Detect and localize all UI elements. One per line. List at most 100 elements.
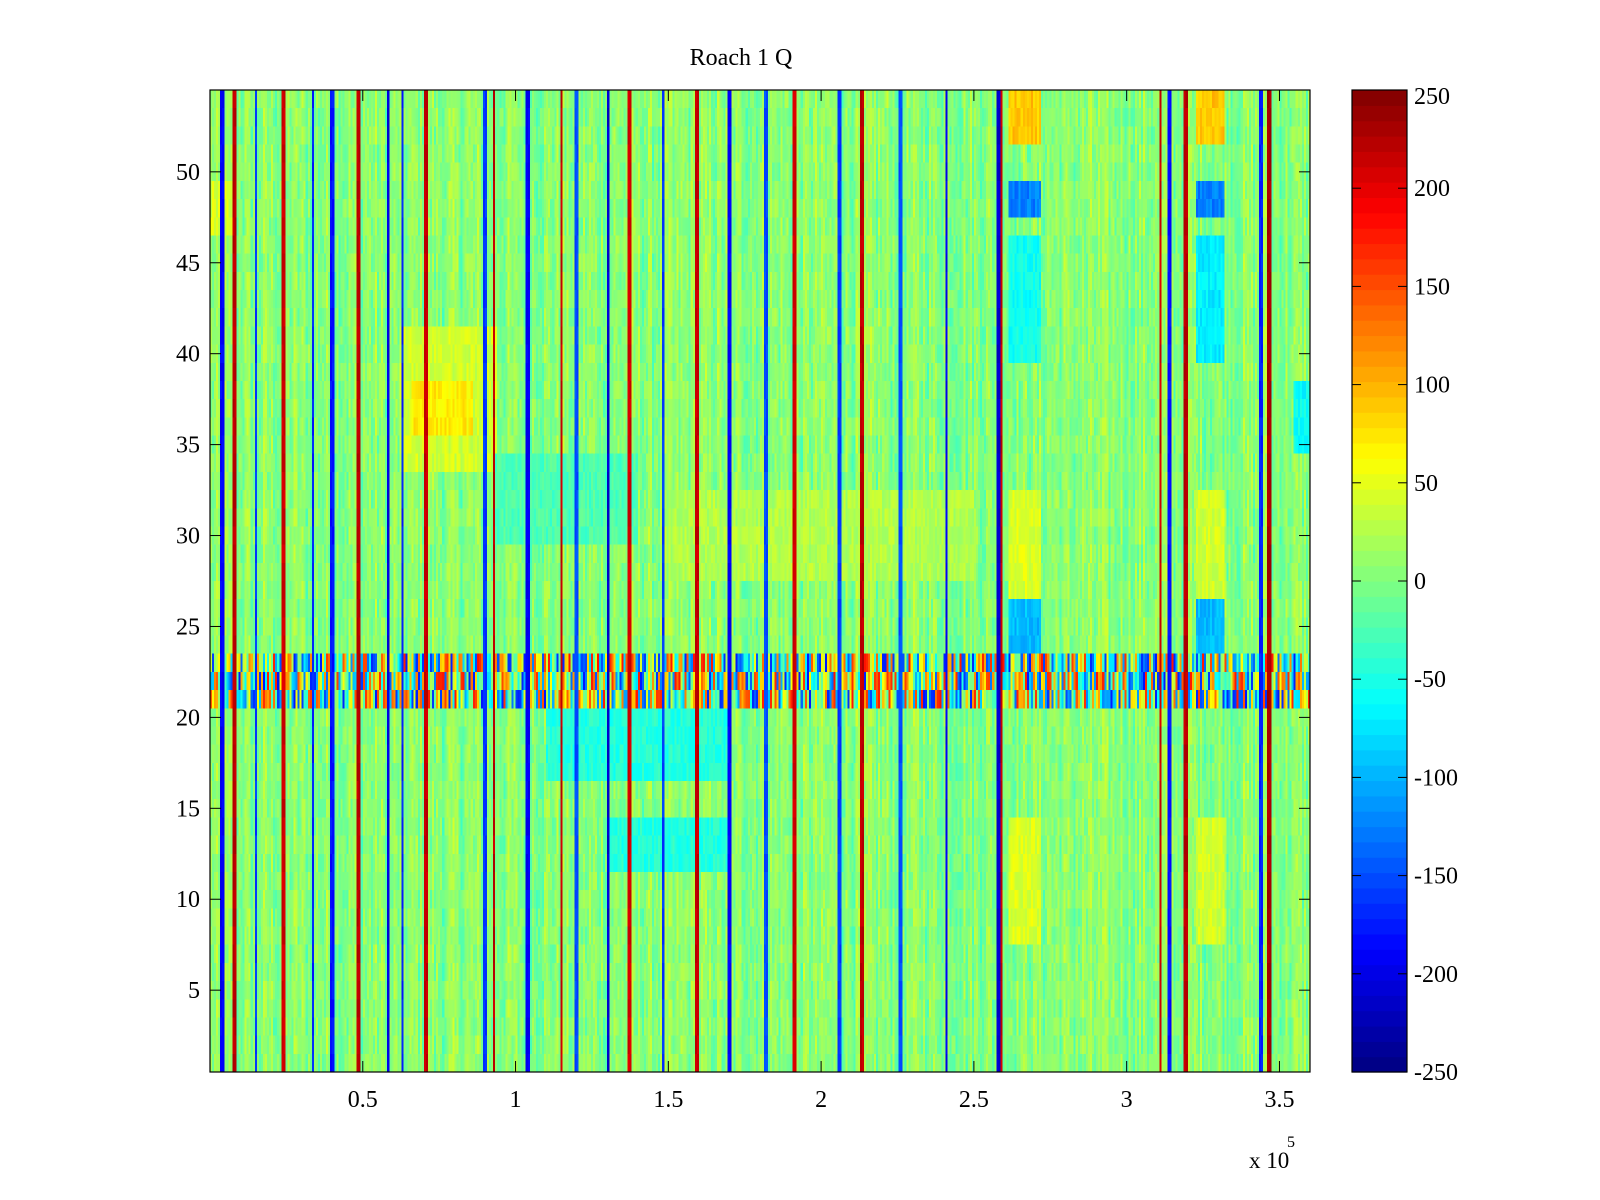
colorbar-step	[1352, 442, 1407, 459]
colorbar-tick-label: 100	[1414, 373, 1450, 399]
colorbar-tick-label: 250	[1414, 84, 1450, 110]
colorbar-step	[1352, 258, 1407, 275]
colorbar-step	[1352, 197, 1407, 214]
colorbar-step	[1352, 979, 1407, 996]
y-tick-label: 35	[176, 433, 200, 459]
colorbar-step	[1352, 90, 1407, 106]
colorbar-step	[1352, 243, 1407, 260]
colorbar-step	[1352, 1025, 1407, 1042]
colorbar-step	[1352, 688, 1407, 705]
colorbar-step	[1352, 933, 1407, 950]
x-tick-label: 3.5	[1264, 1087, 1294, 1113]
colorbar-step	[1352, 749, 1407, 766]
y-tick-label: 30	[176, 524, 200, 550]
colorbar-step	[1352, 795, 1407, 812]
x-axis: 0.5 1 1.5 2 2.5 3 3.5	[348, 90, 1294, 1113]
y-tick-label: 5	[188, 978, 200, 1004]
colorbar-step	[1352, 765, 1407, 782]
colorbar-step	[1352, 673, 1407, 690]
colorbar-step	[1352, 918, 1407, 935]
colorbar-step	[1352, 105, 1407, 122]
colorbar-step	[1352, 458, 1407, 475]
colorbar-step	[1352, 534, 1407, 551]
colorbar	[1352, 90, 1407, 1073]
colorbar-step	[1352, 289, 1407, 306]
colorbar-tick-label: 50	[1414, 471, 1438, 497]
colorbar-step	[1352, 320, 1407, 337]
colorbar-step	[1352, 627, 1407, 643]
colorbar-step	[1352, 350, 1407, 367]
y-tick-label: 10	[176, 887, 200, 913]
colorbar-tick-label: -50	[1414, 667, 1446, 693]
x-exponent-power: 5	[1287, 1134, 1295, 1151]
y-axis: 5 10 15 20 25 30 35 40 45 50	[176, 160, 1310, 1004]
colorbar-step	[1352, 780, 1407, 797]
chart-title: Roach 1 Q	[690, 45, 793, 71]
x-tick-label: 0.5	[348, 1087, 378, 1113]
colorbar-step	[1352, 120, 1407, 137]
colorbar-step	[1352, 366, 1407, 383]
y-tick-label: 25	[176, 614, 200, 640]
colorbar-step	[1352, 949, 1407, 966]
colorbar-step	[1352, 504, 1407, 521]
colorbar-step	[1352, 473, 1407, 490]
y-tick-label: 20	[176, 705, 200, 731]
colorbar-step	[1352, 964, 1407, 981]
colorbar-step	[1352, 565, 1407, 582]
colorbar-step	[1352, 887, 1407, 904]
y-tick-label: 15	[176, 796, 200, 822]
colorbar-step	[1352, 304, 1407, 321]
colorbar-step	[1352, 995, 1407, 1012]
colorbar-step	[1352, 550, 1407, 567]
colorbar-step	[1352, 657, 1407, 674]
y-tick-label: 45	[176, 251, 200, 277]
x-exponent-base: x 10	[1249, 1148, 1289, 1173]
colorbar-step	[1352, 811, 1407, 828]
colorbar-step	[1352, 381, 1407, 398]
colorbar-step	[1352, 1056, 1407, 1073]
colorbar-step	[1352, 151, 1407, 168]
plot-frame	[209, 89, 1311, 1073]
colorbar-step	[1352, 734, 1407, 751]
heatmap-image	[210, 90, 1310, 1072]
colorbar-step	[1352, 642, 1407, 659]
colorbar-tick-label: 200	[1414, 176, 1450, 202]
colorbar-step	[1352, 396, 1407, 413]
colorbar-step	[1352, 841, 1407, 858]
colorbar-tick-label: -100	[1414, 765, 1458, 791]
colorbar-step	[1352, 274, 1407, 291]
y-tick-label: 40	[176, 342, 200, 368]
colorbar-step	[1352, 581, 1407, 597]
colorbar-tick-label: 150	[1414, 274, 1450, 300]
colorbar-step	[1352, 703, 1407, 720]
colorbar-step	[1352, 611, 1407, 628]
x-tick-label: 1	[510, 1087, 522, 1113]
colorbar-step	[1352, 519, 1407, 536]
colorbar-step	[1352, 826, 1407, 843]
colorbar-step	[1352, 857, 1407, 874]
heatmap-plot-area	[210, 90, 1310, 1072]
colorbar-step	[1352, 412, 1407, 429]
colorbar-step	[1352, 182, 1407, 199]
colorbar-step	[1352, 335, 1407, 352]
y-tick-label: 50	[176, 160, 200, 186]
colorbar-tick-label: -150	[1414, 864, 1458, 890]
colorbar-step	[1352, 1041, 1407, 1058]
colorbar-step	[1352, 488, 1407, 505]
colorbar-tick-label: -200	[1414, 962, 1458, 988]
x-axis-exponent: x 10 5	[1249, 1134, 1295, 1173]
colorbar-step	[1352, 903, 1407, 920]
x-tick-label: 2.5	[959, 1087, 989, 1113]
colorbar-step	[1352, 872, 1407, 889]
colorbar-step	[1352, 166, 1407, 183]
x-tick-label: 1.5	[653, 1087, 683, 1113]
colorbar-step	[1352, 136, 1407, 152]
colorbar-step	[1352, 212, 1407, 229]
colorbar-tick-label: -250	[1414, 1060, 1458, 1086]
colorbar-step	[1352, 228, 1407, 245]
colorbar-ticks: 250 200 150 100 50 0 -50 -100 -150 -200 -250	[1352, 84, 1458, 1086]
colorbar-step	[1352, 427, 1407, 444]
colorbar-step	[1352, 596, 1407, 613]
x-tick-label: 3	[1121, 1087, 1133, 1113]
